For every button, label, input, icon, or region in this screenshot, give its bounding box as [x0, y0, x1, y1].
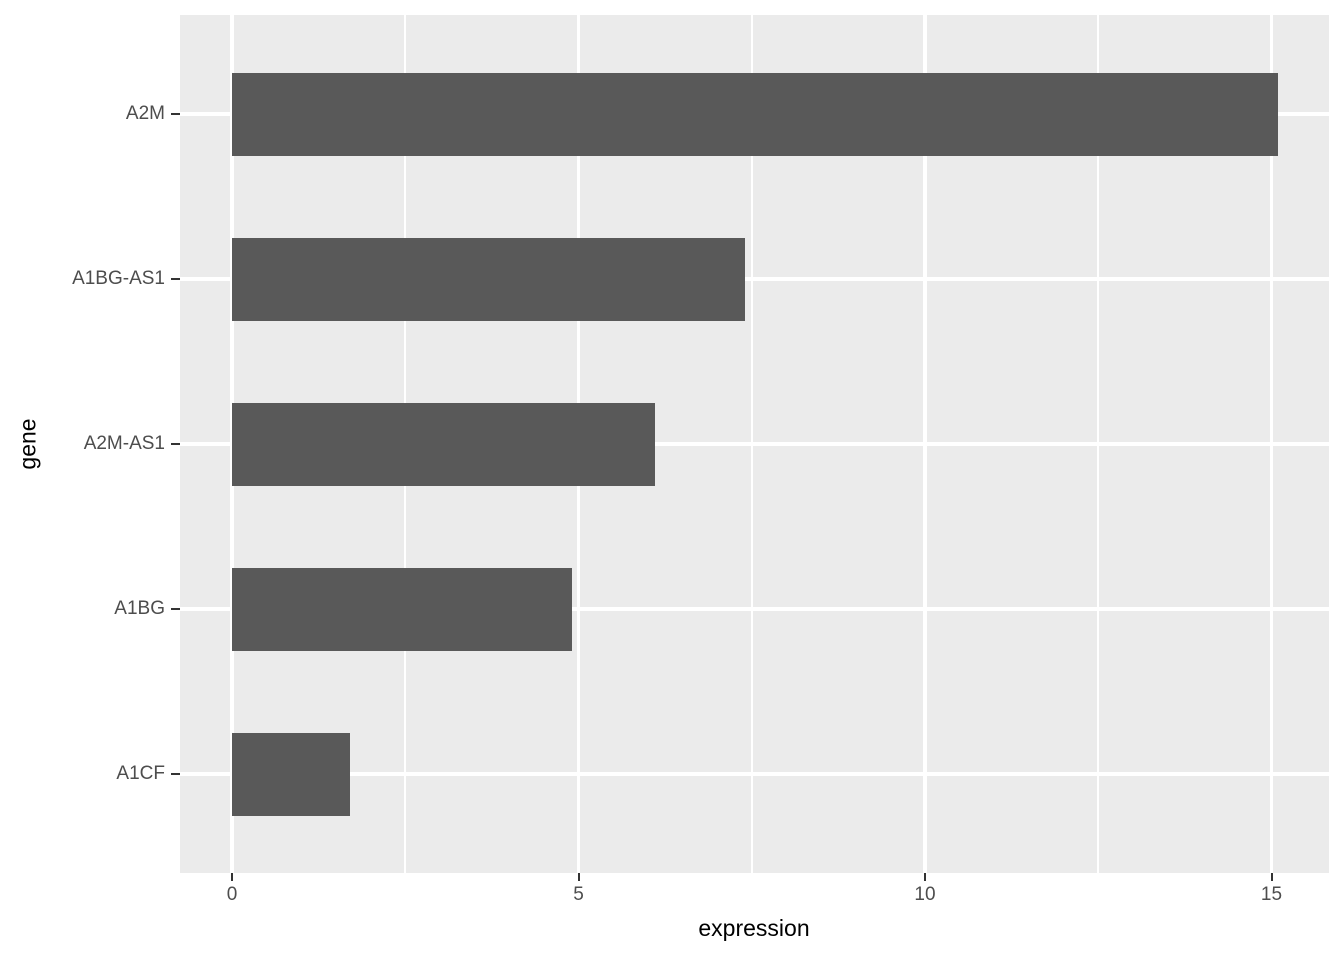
major-gridline-y-A1BG-AS1: [180, 277, 1329, 281]
bar-A2M: [232, 72, 1279, 156]
major-gridline-y-A1BG: [180, 607, 1329, 611]
x-tick-label-0: 0: [226, 884, 238, 905]
bar-A1BG: [232, 567, 572, 651]
bar-A1BG-AS1: [232, 237, 745, 321]
x-tick-mark-15: [1270, 873, 1273, 881]
x-tick-mark-10: [924, 873, 926, 881]
x-axis-title: expression: [698, 915, 810, 941]
plot-panel: [180, 15, 1329, 873]
x-tick-mark-0: [231, 873, 233, 881]
y-tick-label-A1BG: A1BG: [114, 598, 165, 619]
y-tick-label-A1CF: A1CF: [116, 763, 165, 784]
y-tick-mark-A1BG: [171, 608, 180, 610]
major-gridline-y-A2M-AS1: [180, 442, 1329, 446]
bar-A2M-AS1: [232, 402, 655, 486]
y-tick-mark-A1CF: [171, 773, 180, 775]
y-tick-label-A2M: A2M: [125, 103, 165, 124]
x-tick-label-10: 10: [914, 884, 936, 905]
y-axis-title: gene: [14, 418, 41, 470]
x-tick-mark-5: [577, 873, 580, 881]
bar-A1CF: [232, 732, 350, 816]
x-tick-label-5: 5: [573, 884, 584, 905]
y-tick-label-A2M-AS1: A2M-AS1: [83, 433, 165, 454]
y-tick-mark-A1BG-AS1: [171, 278, 180, 280]
y-tick-mark-A2M: [171, 113, 180, 115]
y-tick-mark-A2M-AS1: [171, 443, 180, 445]
y-tick-label-A1BG-AS1: A1BG-AS1: [72, 268, 165, 289]
major-gridline-y-A1CF: [180, 772, 1329, 776]
x-tick-label-15: 15: [1260, 884, 1283, 905]
